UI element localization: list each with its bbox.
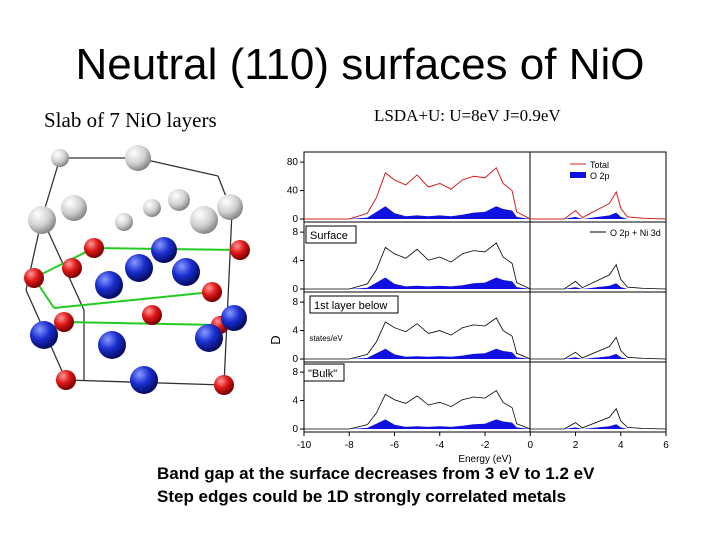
y-tick-label: 4 <box>292 256 298 267</box>
panel-o2p-ni3d-line <box>304 317 667 360</box>
x-tick-label: -10 <box>297 440 312 451</box>
panel-label-bulk: "Bulk" <box>308 368 337 380</box>
nickel-atom <box>221 305 247 331</box>
legend-o2p-ni3d: O 2p + Ni 3d <box>610 228 661 238</box>
y-tick-label: 4 <box>292 396 298 407</box>
oxygen-atom <box>84 238 104 258</box>
panel-o2p-ni3d-line <box>304 390 667 430</box>
oxygen-atom <box>142 305 162 325</box>
x-tick-label: 6 <box>663 440 669 451</box>
panel-label-box <box>309 295 399 314</box>
y-axis-label: D <box>270 335 283 344</box>
conclusion-line-1: Band gap at the surface decreases from 3… <box>157 464 595 483</box>
nio-slab-illustration <box>24 145 250 395</box>
oxygen-atom <box>62 258 82 278</box>
x-tick-label: -8 <box>345 440 354 451</box>
slab-subtitle: Slab of 7 NiO layers <box>44 108 217 132</box>
panel-label-first-layer: 1st layer below <box>314 300 387 312</box>
y-tick-label: 0 <box>292 214 298 225</box>
y-tick-label: 4 <box>292 326 298 337</box>
nickel-atom <box>195 324 223 352</box>
x-tick-label: -2 <box>481 440 490 451</box>
surface-atom <box>217 194 243 220</box>
y-tick-label: 8 <box>292 367 298 378</box>
nickel-atom <box>30 321 58 349</box>
nickel-atom <box>151 237 177 263</box>
surface-atoms <box>28 145 243 234</box>
y-tick-label: 0 <box>292 424 298 435</box>
y-tick-label: 0 <box>292 284 298 295</box>
surface-atom <box>51 149 69 167</box>
panel-o2p-area <box>304 277 666 289</box>
x-tick-label: 2 <box>573 440 579 451</box>
conclusion-line-2: Step edges could be 1D strongly correlat… <box>157 487 567 506</box>
surface-atom <box>143 199 161 217</box>
nickel-atom <box>172 258 200 286</box>
oxygen-atom <box>56 370 76 390</box>
nickel-atom <box>95 271 123 299</box>
panel-o2p-ni3d-line <box>304 242 667 290</box>
y-tick-label: 40 <box>287 186 299 197</box>
x-axis-label: Energy (eV) <box>458 454 511 465</box>
surface-atom <box>61 195 87 221</box>
surface-atom <box>28 206 56 234</box>
y-tick-label: 8 <box>292 227 298 238</box>
legend-total: Total <box>590 160 609 170</box>
oxygen-atom <box>230 240 250 260</box>
oxygen-atom <box>54 312 74 332</box>
surface-atom <box>190 206 218 234</box>
y-tick-label: 80 <box>287 157 299 168</box>
conclusion-text: Band gap at the surface decreases from 3… <box>157 462 594 508</box>
oxygen-atom <box>202 282 222 302</box>
y-tick-label: 0 <box>292 354 298 365</box>
x-tick-label: 0 <box>527 440 533 451</box>
surface-atom <box>168 189 190 211</box>
x-tick-label: -4 <box>435 440 444 451</box>
panel-o2p-area <box>304 419 666 429</box>
x-tick-label: -6 <box>390 440 399 451</box>
x-tick-label: 4 <box>618 440 624 451</box>
nickel-atom <box>98 331 126 359</box>
panel-o2p-area <box>304 348 666 359</box>
panel-label-surface: Surface <box>310 230 348 242</box>
nickel-atom <box>125 254 153 282</box>
legend-o2p-swatch <box>570 172 586 178</box>
oxygen-atom <box>24 268 44 288</box>
panel-label-box <box>305 225 357 244</box>
series-total-line <box>304 166 667 220</box>
oxygen-atom <box>214 375 234 395</box>
nickel-atoms <box>30 237 247 394</box>
series-o2p-area <box>304 206 666 219</box>
lsda-subtitle: LSDA+U: U=8eV J=0.9eV <box>374 106 561 125</box>
legend-o2p: O 2p <box>590 171 610 181</box>
nickel-atom <box>130 366 158 394</box>
surface-atom <box>115 213 133 231</box>
panel-label-box <box>303 363 345 382</box>
surface-atom <box>125 145 151 171</box>
y-tick-label: 8 <box>292 297 298 308</box>
slide-title: Neutral (110) surfaces of NiO <box>75 40 645 89</box>
y-axis-overlay-label: states/eV <box>309 334 343 343</box>
